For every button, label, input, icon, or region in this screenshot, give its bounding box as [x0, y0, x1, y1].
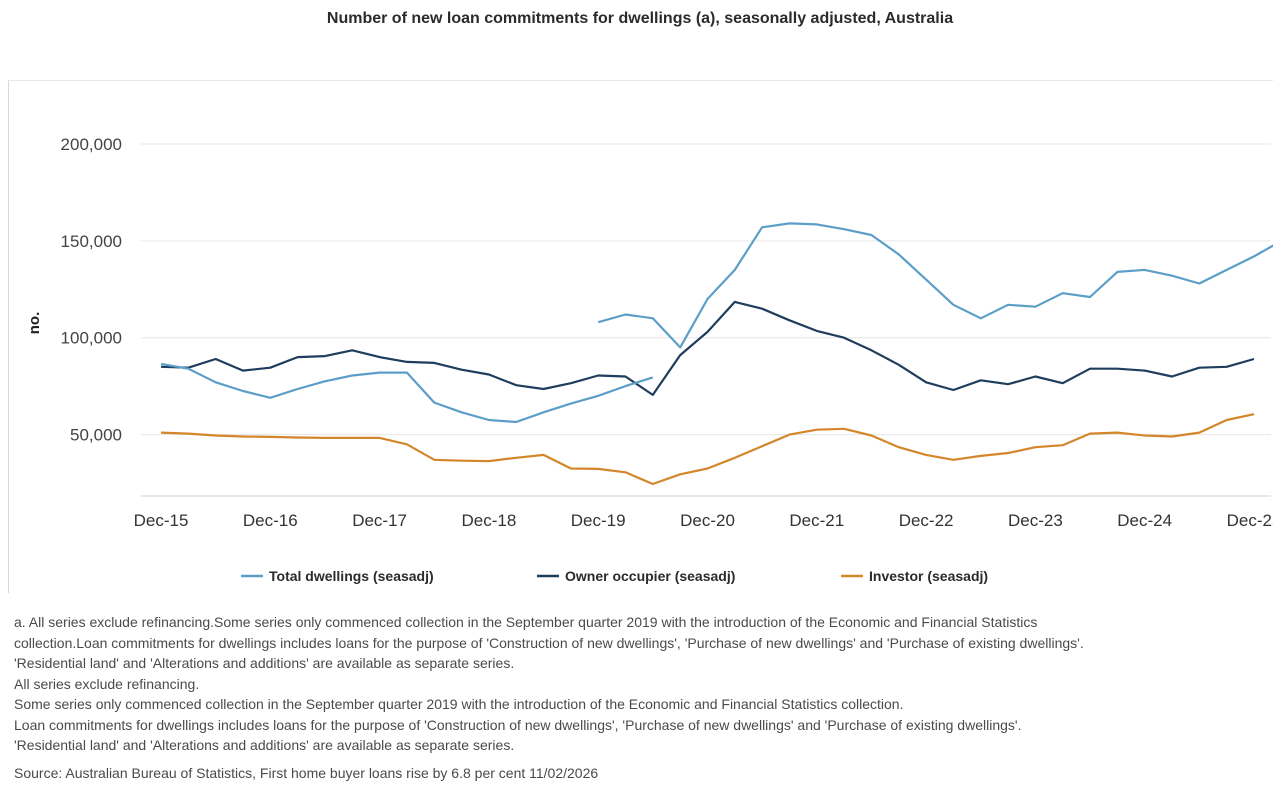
legend-total-dwellings-label: Total dwellings (seasadj) [269, 568, 434, 584]
series-line-total-dwellings-early [160, 362, 654, 424]
x-tick-label: Dec-25 [1227, 511, 1273, 530]
y-axis-title: no. [26, 312, 43, 335]
x-tick-label: Dec-17 [352, 511, 407, 530]
y-tick-label: 200,000 [61, 135, 122, 154]
series-line-owner-occupier [160, 300, 1255, 396]
footnotes: a. All series exclude refinancing.Some s… [14, 612, 1276, 756]
footnote-line: Loan commitments for dwellings includes … [14, 716, 1022, 733]
x-tick-label: Dec-16 [243, 511, 298, 530]
x-tick-label: Dec-21 [789, 511, 844, 530]
footnote-line: 'Residential land' and 'Alterations and … [14, 737, 515, 753]
legend-owner-occupier-label: Owner occupier (seasadj) [565, 568, 735, 584]
x-tick-label: Dec-24 [1117, 511, 1172, 530]
x-tick-label: Dec-23 [1008, 511, 1063, 530]
footnote-line: Some series only commenced collection in… [14, 696, 904, 712]
footnote-line: All series exclude refinancing. [14, 675, 200, 692]
source-note: Source: Australian Bureau of Statistics,… [14, 765, 599, 781]
x-tick-label: Dec-20 [680, 511, 735, 530]
x-tick-label: Dec-22 [899, 511, 954, 530]
x-tick-label: Dec-15 [134, 511, 189, 530]
footnote-line: 'Residential land' and 'Alterations and … [14, 655, 515, 671]
chart-frame: 50,000 100,000 150,000 200,000 Dec-15 Dec-16 D… [8, 80, 1273, 593]
series-line-total-dwellings [597, 222, 1273, 349]
chart-title: Number of new loan commitments for dwell… [326, 10, 954, 27]
y-tick-label: 100,000 [61, 329, 122, 348]
x-tick-label: Dec-19 [571, 511, 626, 530]
series-line-investor [160, 413, 1255, 486]
footnote-line: a. All series exclude refinancing.Some s… [14, 614, 1038, 630]
y-tick-label: 150,000 [61, 232, 122, 251]
chart-plot: 50,000 100,000 150,000 200,000 Dec-15 Dec-16 D… [26, 135, 1273, 584]
footnote-line: collection.Loan commitments for dwelling… [14, 634, 1084, 651]
x-tick-label: Dec-18 [461, 511, 516, 530]
y-tick-label: 50,000 [70, 426, 122, 445]
legend-investor-label: Investor (seasadj) [869, 568, 988, 584]
